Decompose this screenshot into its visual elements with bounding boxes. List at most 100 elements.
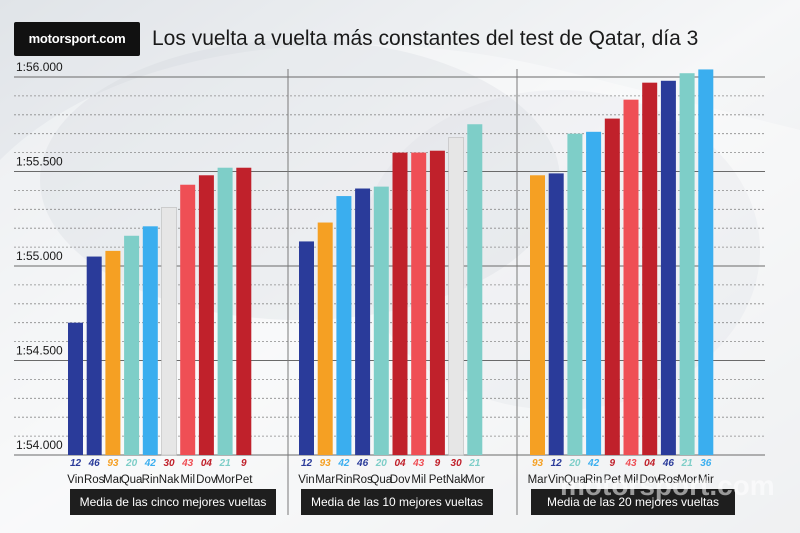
rider-number-label: 21 <box>468 458 481 469</box>
y-tick-label: 1:54.500 <box>16 344 63 358</box>
rider-number-label: 30 <box>451 458 463 469</box>
rider-number-label: 12 <box>70 458 82 469</box>
bar <box>586 131 602 455</box>
rider-number-label: 20 <box>568 458 581 469</box>
bar <box>142 226 158 455</box>
rider-number-label: 43 <box>624 458 637 469</box>
bar <box>217 167 233 455</box>
chart-title: Los vuelta a vuelta más constantes del t… <box>152 27 699 50</box>
rider-name-label: Dov <box>639 474 660 486</box>
rider-number-label: 46 <box>88 458 101 469</box>
bar <box>236 167 252 455</box>
rider-number-label: 20 <box>125 458 138 469</box>
rider-name-label: Qua <box>121 474 143 486</box>
bar <box>198 175 214 455</box>
bar <box>698 69 714 455</box>
rider-number-label: 93 <box>320 458 332 469</box>
bar <box>161 207 177 456</box>
watermark: motorsport.com <box>560 470 775 501</box>
rider-name-label: Rin <box>335 474 352 486</box>
rider-number-label: 43 <box>412 458 425 469</box>
rider-number-label: 36 <box>700 458 712 469</box>
rider-name-label: Rin <box>142 474 159 486</box>
rider-number-label: 04 <box>394 458 406 469</box>
rider-name-label: Pet <box>235 474 253 486</box>
bar <box>336 196 352 455</box>
bar <box>180 184 196 456</box>
bar <box>467 124 483 455</box>
rider-name-label: Mir <box>698 474 714 486</box>
rider-number-label: 42 <box>587 458 600 469</box>
rider-number-label: 04 <box>644 458 656 469</box>
rider-number-label: 46 <box>356 458 369 469</box>
rider-name-label: Vin <box>67 474 83 486</box>
rider-number-label: 93 <box>532 458 544 469</box>
rider-number-label: 9 <box>241 458 247 469</box>
rider-name-label: Ros <box>352 474 373 486</box>
section-label-twenty: Media de las 20 mejores vueltas <box>531 489 735 515</box>
bar <box>429 150 445 455</box>
rider-name-label: Mil <box>180 474 195 486</box>
rider-number-label: 9 <box>610 458 616 469</box>
rider-number-label: 21 <box>219 458 232 469</box>
rider-name-label: Ros <box>84 474 105 486</box>
rider-number-label: 12 <box>551 458 563 469</box>
rider-number-label: 93 <box>107 458 119 469</box>
bar <box>105 250 121 455</box>
rider-name-label: Ros <box>658 474 679 486</box>
section-label-five: Media de las cinco mejores vueltas <box>70 489 276 515</box>
rider-name-label: Mar <box>528 474 548 486</box>
bar <box>642 82 658 456</box>
bar <box>530 175 545 455</box>
y-tick-label: 1:55.500 <box>16 155 63 169</box>
rider-number-label: 20 <box>375 458 388 469</box>
rider-name-label: Qua <box>564 474 586 486</box>
bar <box>373 186 389 455</box>
rider-number-label: 30 <box>163 458 175 469</box>
motorsport-logo: motorsport.com <box>14 22 140 56</box>
rider-name-label: Mil <box>411 474 426 486</box>
bar <box>660 80 676 455</box>
bar <box>567 133 583 455</box>
bar <box>68 322 83 455</box>
bar <box>299 241 314 455</box>
rider-name-label: Mar <box>103 474 123 486</box>
bar <box>679 73 695 455</box>
rider-name-label: Vin <box>298 474 314 486</box>
bar <box>623 99 639 456</box>
bar <box>86 256 102 455</box>
rider-name-label: Pet <box>604 474 622 486</box>
bar <box>392 152 408 455</box>
rider-number-label: 42 <box>337 458 350 469</box>
rider-number-label: 43 <box>181 458 194 469</box>
rider-name-label: Mor <box>465 474 485 486</box>
bar <box>604 118 620 455</box>
rider-name-label: Dov <box>390 474 411 486</box>
rider-number-label: 12 <box>301 458 313 469</box>
rider-name-label: Nak <box>446 474 467 486</box>
rider-name-label: Vin <box>548 474 564 486</box>
rider-name-label: Qua <box>370 474 392 486</box>
bar <box>448 137 464 456</box>
rider-name-label: Mor <box>215 474 235 486</box>
bar <box>124 235 140 455</box>
bar <box>548 173 564 455</box>
y-tick-label: 1:56.000 <box>16 60 63 74</box>
rider-number-label: 04 <box>201 458 213 469</box>
rider-name-label: Rin <box>585 474 602 486</box>
y-tick-label: 1:54.000 <box>16 438 63 452</box>
rider-name-label: Mil <box>624 474 639 486</box>
rider-number-label: 42 <box>144 458 157 469</box>
rider-name-label: Mor <box>677 474 697 486</box>
y-tick-label: 1:55.000 <box>16 249 63 263</box>
rider-name-label: Dov <box>196 474 217 486</box>
bar <box>317 222 333 455</box>
rider-name-label: Pet <box>429 474 447 486</box>
bar <box>411 152 427 455</box>
rider-number-label: 46 <box>662 458 675 469</box>
rider-number-label: 21 <box>681 458 694 469</box>
rider-number-label: 9 <box>435 458 441 469</box>
rider-name-label: Nak <box>159 474 180 486</box>
bar <box>355 188 371 455</box>
